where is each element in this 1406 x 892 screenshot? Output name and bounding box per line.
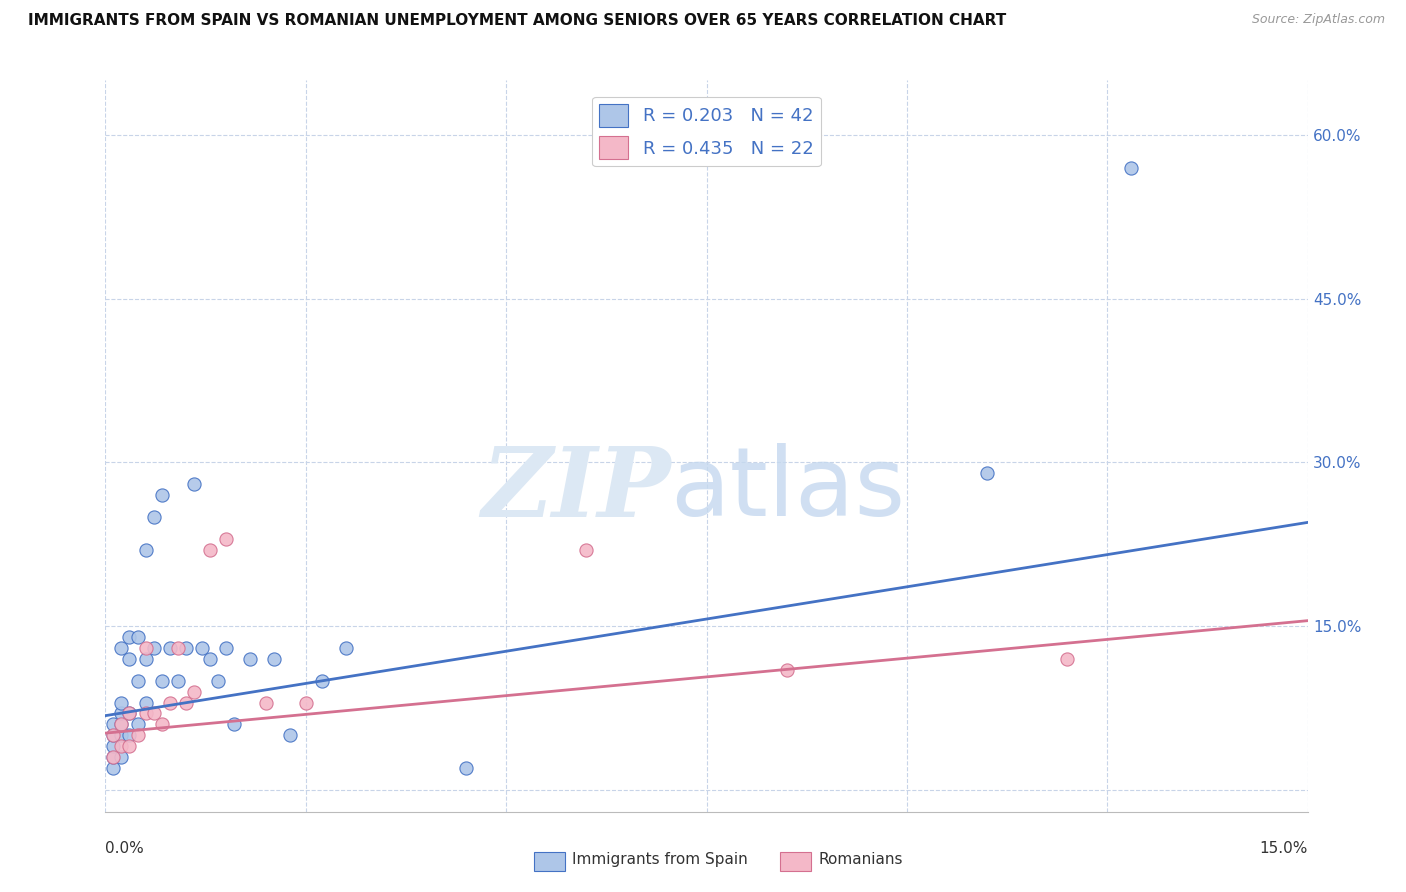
Text: ZIP: ZIP: [481, 443, 671, 537]
Point: [103, 728, 125, 742]
Text: Source: ZipAtlas.com: Source: ZipAtlas.com: [1251, 13, 1385, 27]
Point: [166, 673, 188, 688]
Point: [110, 717, 132, 731]
Point: [1056, 652, 1078, 666]
Point: [110, 696, 132, 710]
Point: [135, 706, 157, 721]
Point: [135, 652, 157, 666]
Text: atlas: atlas: [671, 443, 905, 536]
Point: [311, 673, 333, 688]
Point: [222, 717, 245, 731]
Point: [976, 467, 998, 481]
Point: [142, 640, 165, 655]
Point: [142, 510, 165, 524]
Point: [159, 696, 181, 710]
Point: [103, 739, 125, 754]
Point: [110, 640, 132, 655]
Point: [214, 532, 236, 546]
Point: [127, 673, 149, 688]
Point: [118, 630, 141, 644]
Point: [110, 717, 132, 731]
Point: [159, 640, 181, 655]
Point: [239, 652, 262, 666]
Point: [278, 728, 301, 742]
Point: [103, 761, 125, 775]
Point: [142, 706, 165, 721]
Legend: R = 0.203   N = 42, R = 0.435   N = 22: R = 0.203 N = 42, R = 0.435 N = 22: [592, 96, 821, 167]
Point: [1121, 161, 1143, 175]
Point: [183, 477, 205, 491]
Point: [454, 761, 477, 775]
Point: [254, 696, 277, 710]
Point: [575, 542, 598, 557]
Point: [127, 728, 149, 742]
Point: [118, 706, 141, 721]
Point: [135, 640, 157, 655]
Point: [135, 696, 157, 710]
Point: [110, 706, 132, 721]
Point: [263, 652, 285, 666]
Text: 15.0%: 15.0%: [1260, 841, 1308, 856]
Point: [118, 728, 141, 742]
Point: [183, 684, 205, 698]
Point: [295, 696, 318, 710]
Point: [174, 696, 197, 710]
Point: [118, 652, 141, 666]
Point: [118, 739, 141, 754]
Point: [127, 717, 149, 731]
Point: [198, 652, 221, 666]
Text: 0.0%: 0.0%: [105, 841, 145, 856]
Point: [135, 542, 157, 557]
Point: [150, 717, 173, 731]
Point: [335, 640, 357, 655]
Point: [103, 750, 125, 764]
Point: [776, 663, 799, 677]
Point: [103, 750, 125, 764]
Point: [198, 542, 221, 557]
Point: [127, 630, 149, 644]
Point: [174, 640, 197, 655]
Point: [118, 706, 141, 721]
Point: [166, 640, 188, 655]
Point: [214, 640, 236, 655]
Text: Romanians: Romanians: [818, 853, 903, 867]
Point: [110, 739, 132, 754]
Text: Immigrants from Spain: Immigrants from Spain: [572, 853, 748, 867]
Point: [110, 750, 132, 764]
Point: [150, 673, 173, 688]
Text: IMMIGRANTS FROM SPAIN VS ROMANIAN UNEMPLOYMENT AMONG SENIORS OVER 65 YEARS CORRE: IMMIGRANTS FROM SPAIN VS ROMANIAN UNEMPL…: [28, 13, 1007, 29]
Point: [110, 728, 132, 742]
Point: [207, 673, 229, 688]
Point: [190, 640, 212, 655]
Point: [150, 488, 173, 502]
Point: [103, 717, 125, 731]
Point: [103, 728, 125, 742]
